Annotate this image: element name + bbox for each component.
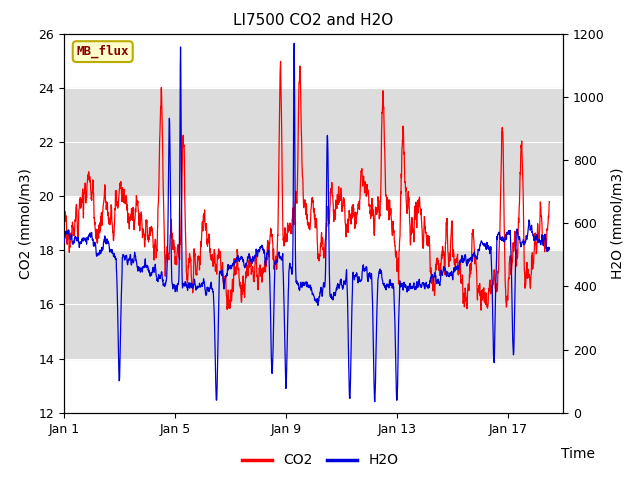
Bar (64, 88, 563, 196)
Text: Time: Time (561, 447, 595, 461)
Title: LI7500 CO2 and H2O: LI7500 CO2 and H2O (234, 13, 394, 28)
Y-axis label: H2O (mmol/m3): H2O (mmol/m3) (611, 168, 625, 279)
Bar (64, 250, 563, 359)
Y-axis label: CO2 (mmol/m3): CO2 (mmol/m3) (19, 168, 33, 278)
Text: MB_flux: MB_flux (77, 45, 129, 58)
Legend: CO2, H2O: CO2, H2O (236, 448, 404, 473)
